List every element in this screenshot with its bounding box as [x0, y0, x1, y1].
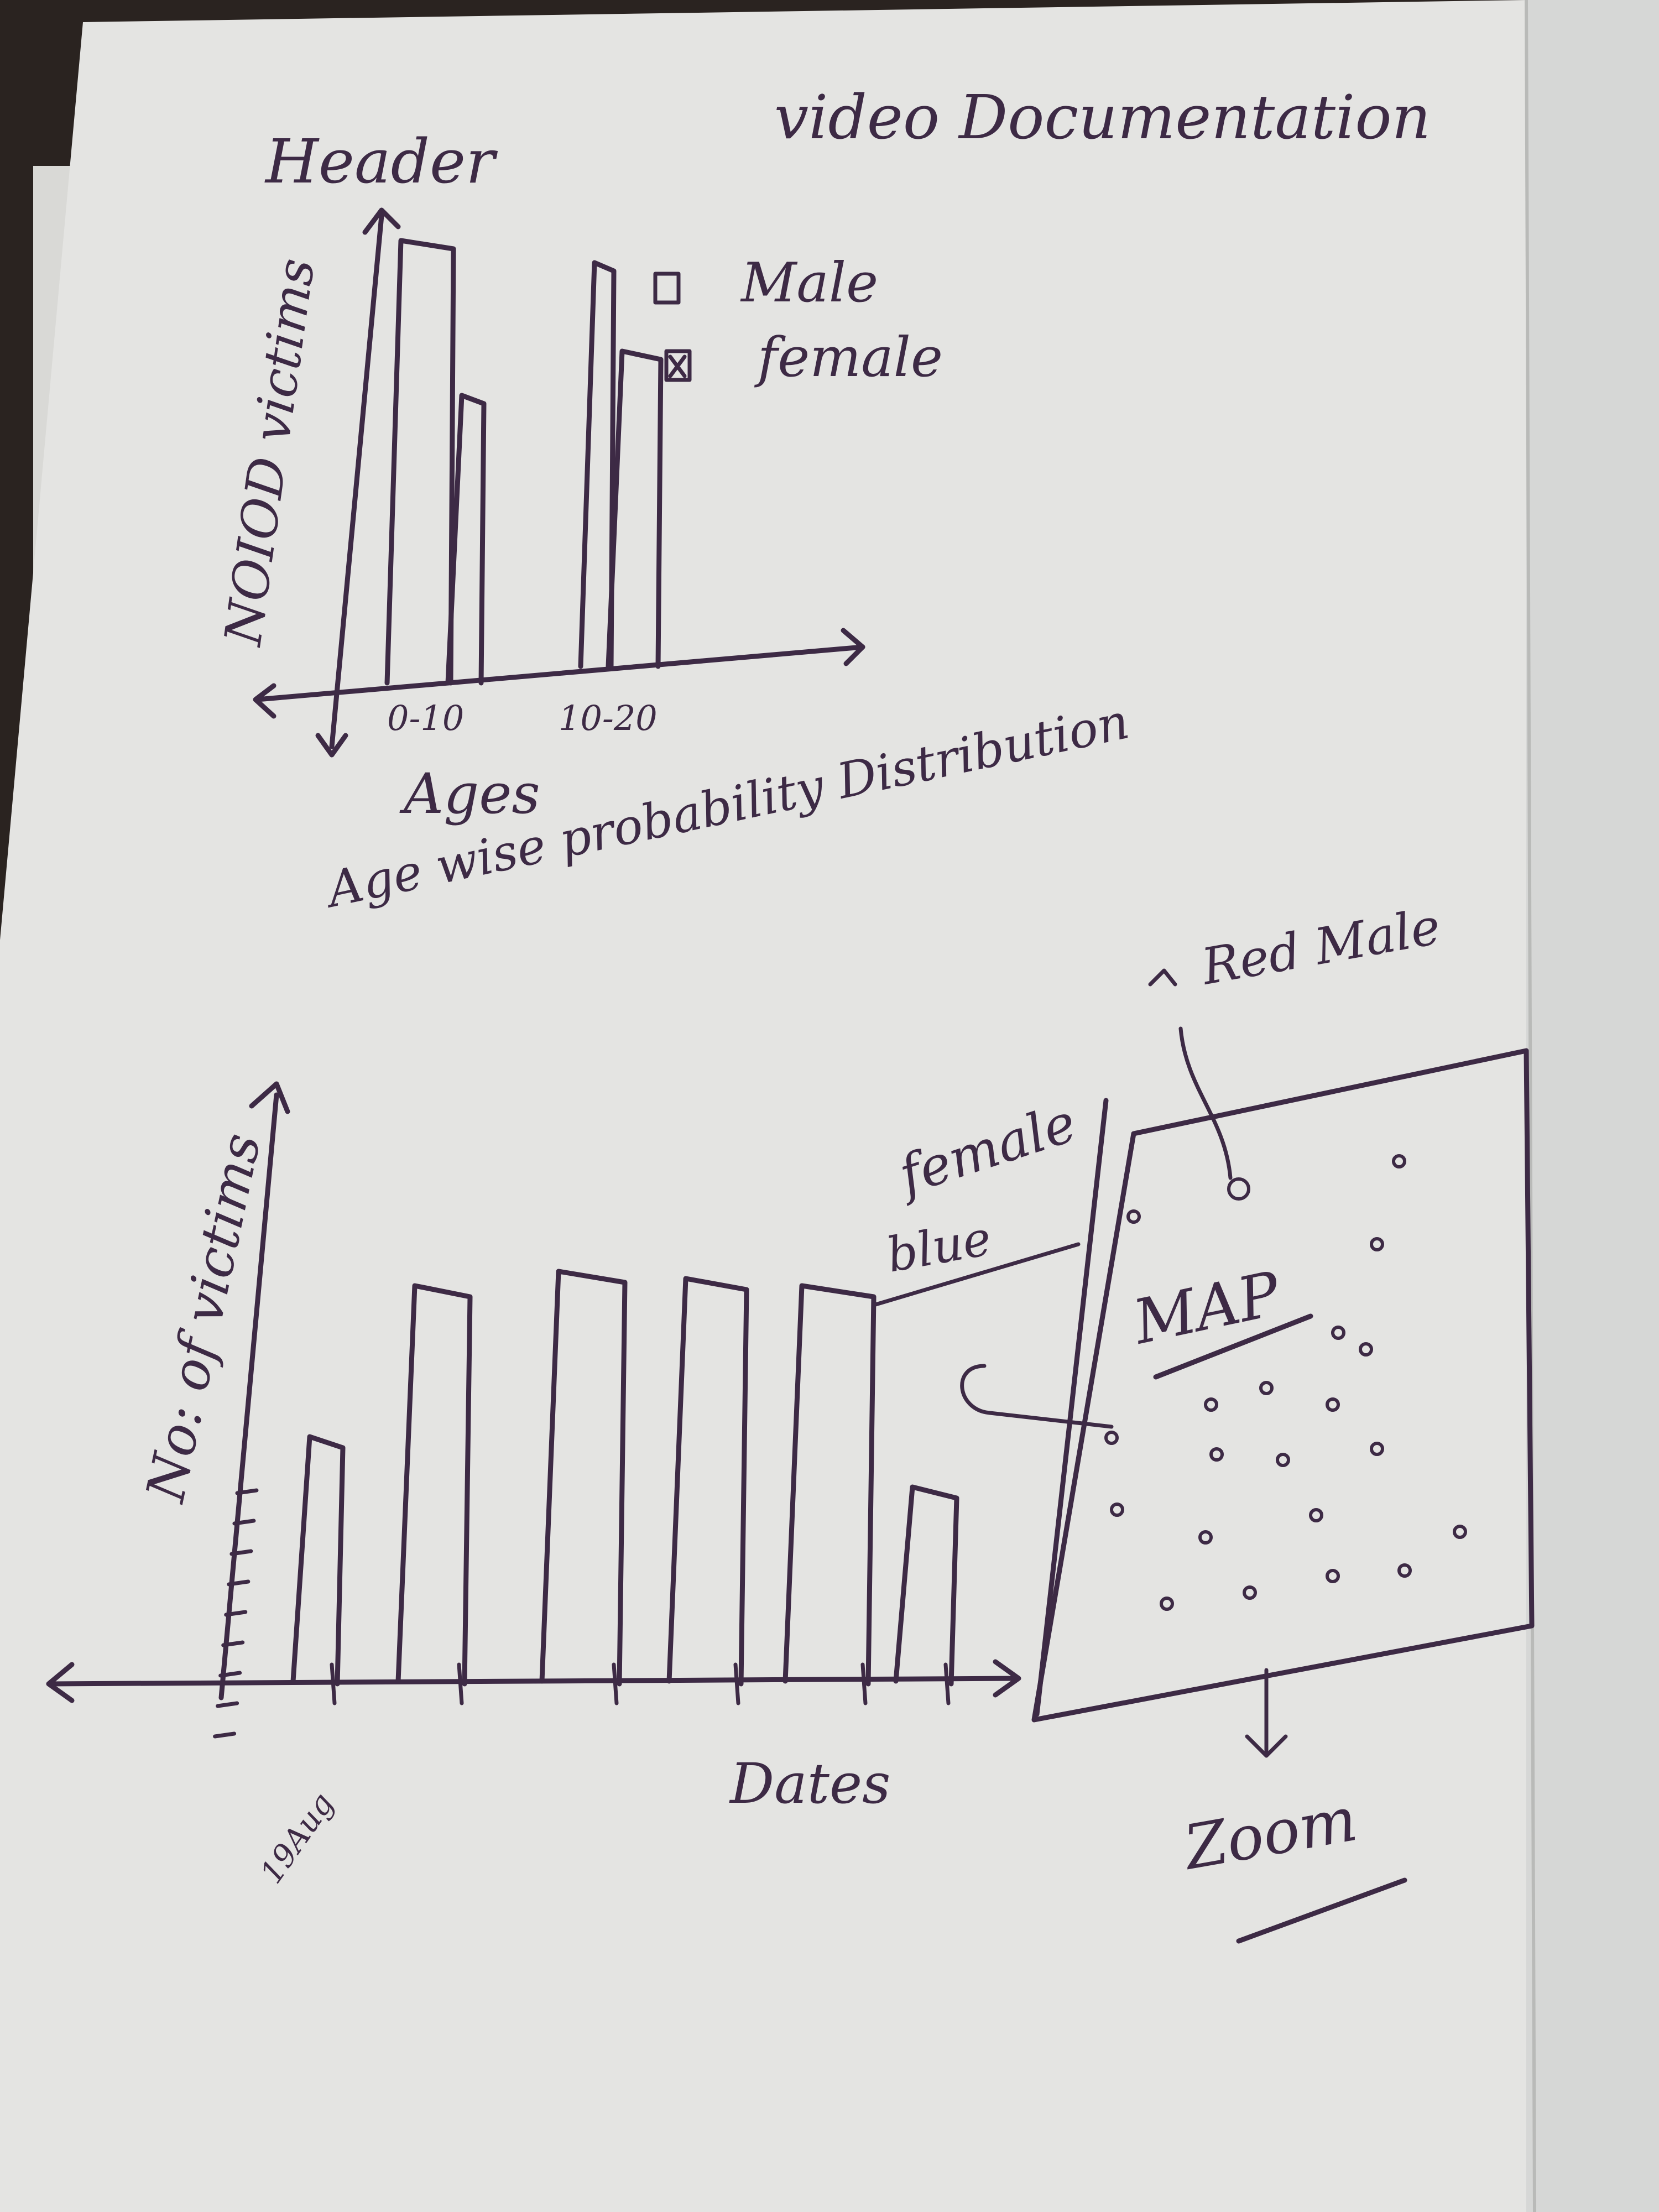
age-chart-y-arrow-top: [362, 207, 401, 235]
map-marker-icon: [1198, 1530, 1213, 1545]
map-marker-icon: [1453, 1525, 1467, 1539]
legend-female-label: female: [754, 326, 943, 389]
date-x-tick-5: [943, 1662, 951, 1705]
callout-female-underline: [872, 1242, 1081, 1307]
map-marker-icon: [1160, 1597, 1174, 1611]
date-y-tick: [235, 1488, 259, 1495]
age-chart-y-arrow-bottom: [315, 733, 348, 758]
date-chart-y-arrow: [249, 1081, 290, 1114]
date-bar-4: [782, 1283, 877, 1687]
age-bar-male-1: [578, 260, 617, 669]
date-x-tick-0: [330, 1662, 337, 1705]
date-chart-x-label: Dates: [729, 1751, 890, 1816]
age-bar-female-1: [606, 348, 664, 669]
date-bar-5: [893, 1484, 959, 1687]
legend-male-swatch: [653, 272, 681, 305]
date-y-tick: [221, 1640, 245, 1647]
map-marker-icon: [1104, 1431, 1119, 1445]
legend-female-swatch: [664, 349, 692, 382]
map-marker-icon: [1370, 1237, 1384, 1251]
date-chart-x-arrow-left: [46, 1662, 75, 1703]
notebook-page: [0, 0, 1537, 2212]
date-x-tick-4: [860, 1662, 868, 1705]
map-marker-icon: [1370, 1442, 1384, 1456]
age-bar-female-0: [445, 393, 487, 686]
map-marker-icon: [1276, 1453, 1290, 1467]
map-marker-icon: [1309, 1508, 1323, 1522]
age-chart-x-arrow-left: [253, 683, 276, 719]
date-y-tick: [224, 1610, 248, 1617]
date-y-tick: [213, 1731, 237, 1739]
callout-male-arrow: [1148, 968, 1177, 987]
date-chart-bars: [290, 1269, 959, 1705]
map-marker-icon: [1326, 1397, 1340, 1412]
age-chart-y-axis: [329, 213, 384, 749]
map-markers: [1104, 1154, 1467, 1611]
date-bar-0: [290, 1434, 346, 1687]
age-chart-x-label: Ages: [399, 761, 540, 826]
map-marker-icon: [1331, 1326, 1345, 1340]
date-bar-2: [539, 1269, 628, 1687]
page-title: video Documentation: [774, 82, 1431, 153]
map-frame: [1031, 1048, 1535, 1723]
date-x-tick-1: [457, 1662, 464, 1705]
legend-male-label: Male: [740, 252, 878, 315]
date-chart-x-axis: [47, 1676, 1020, 1687]
date-y-tick: [227, 1579, 251, 1587]
date-bar-3: [666, 1276, 749, 1687]
date-y-tick: [229, 1549, 253, 1556]
header-text: Header: [264, 126, 498, 197]
date-chart-y-ticks: [213, 1488, 259, 1739]
map-marker-icon: [1126, 1209, 1141, 1224]
date-chart-x-arrow-right: [993, 1659, 1021, 1698]
callout-zoom-underline: [1236, 1877, 1407, 1944]
age-tick-label-1: 10-20: [559, 698, 658, 738]
legend-female-check-icon: [668, 354, 687, 378]
age-bar-male-0: [384, 238, 456, 686]
map-marker-icon: [1209, 1447, 1224, 1462]
page-gutter: [1525, 0, 1536, 2212]
map-title-underline: [1153, 1313, 1313, 1380]
date-x-tick-2: [612, 1662, 619, 1705]
callout-female-bracket: [960, 1364, 1114, 1429]
date-y-tick: [232, 1519, 256, 1526]
date-bar-1: [395, 1283, 473, 1687]
map-marker-icon: [1326, 1569, 1340, 1583]
map-marker-icon: [1243, 1585, 1257, 1600]
age-chart-bars: [384, 238, 664, 686]
date-y-tick: [218, 1671, 242, 1678]
map-marker-icon: [1259, 1381, 1274, 1395]
map-marker-icon: [1359, 1342, 1373, 1357]
map-frame-left-edge: [1034, 1098, 1109, 1717]
map-marker-icon: [1397, 1563, 1412, 1578]
age-tick-label-0: 0-10: [387, 698, 464, 738]
age-chart-legend: Male female: [653, 252, 943, 389]
callout-zoom-arrow: [1245, 1734, 1288, 1758]
age-chart-x-axis: [254, 644, 865, 702]
facing-page: [1526, 0, 1659, 2212]
date-chart-y-axis: [218, 1092, 279, 1700]
map-marker-male-icon: [1227, 1177, 1250, 1201]
map-marker-icon: [1204, 1397, 1218, 1412]
callout-male-line: [1178, 1026, 1233, 1180]
map-marker-icon: [1110, 1503, 1124, 1517]
age-chart-x-arrow-right: [841, 628, 865, 666]
date-x-tick-3: [733, 1662, 740, 1705]
date-y-tick: [216, 1701, 239, 1708]
map-marker-icon: [1392, 1154, 1406, 1168]
